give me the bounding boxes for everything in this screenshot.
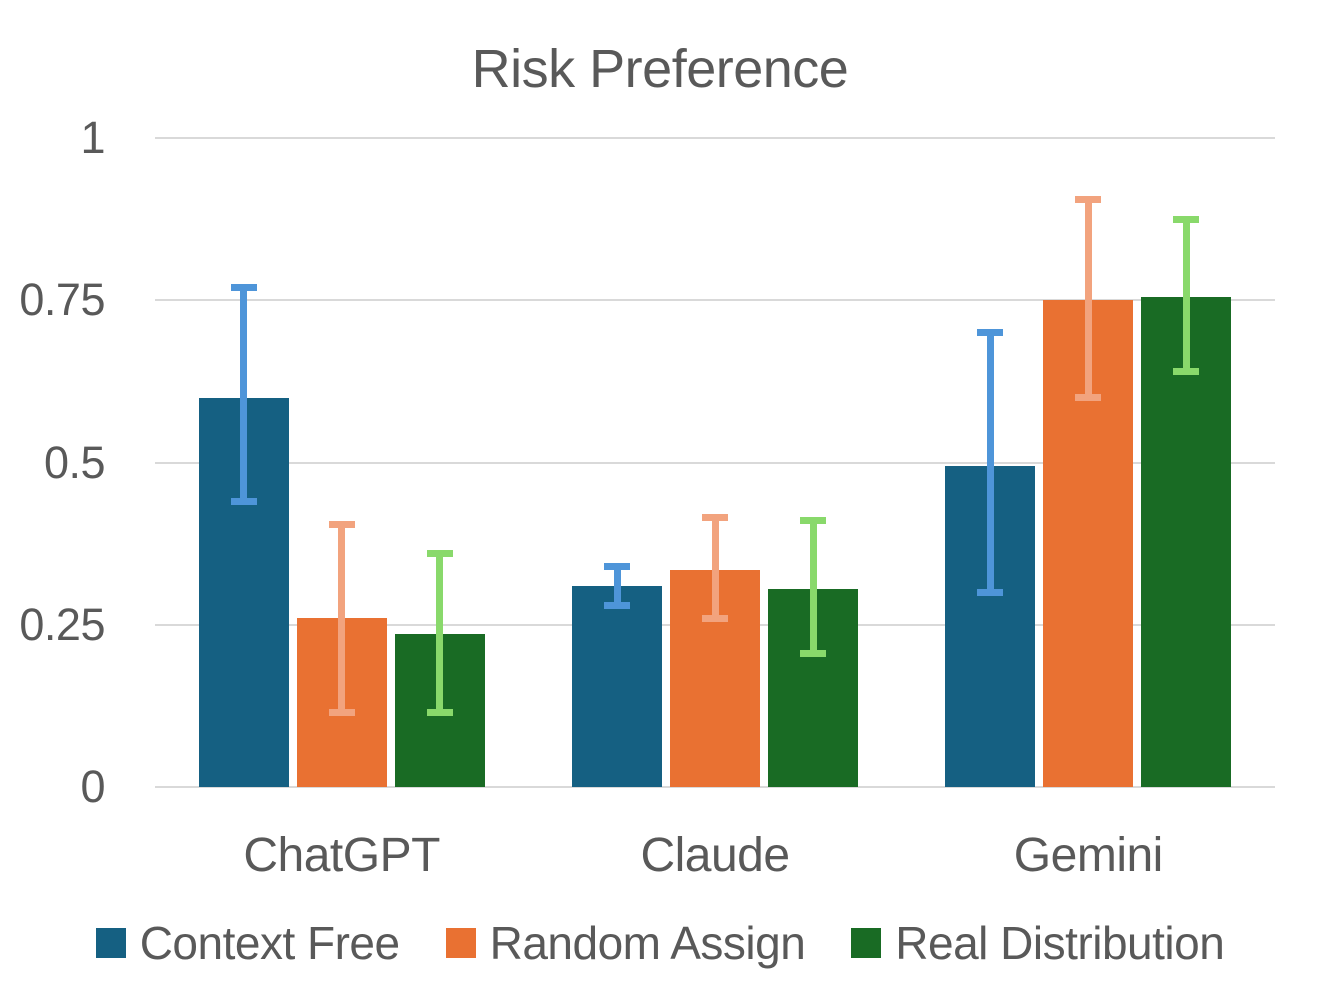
gridline xyxy=(155,461,1275,464)
error-bar xyxy=(711,517,719,619)
error-bar-cap xyxy=(426,708,453,716)
legend-item: Random Assign xyxy=(445,916,806,970)
error-bar-cap xyxy=(230,283,257,291)
error-bar-cap xyxy=(1075,196,1102,204)
error-bar xyxy=(240,287,248,502)
legend-marker xyxy=(445,928,476,958)
error-bar-cap xyxy=(1173,368,1200,376)
x-axis-label: Claude xyxy=(640,829,790,882)
error-bar xyxy=(1084,199,1092,398)
error-bar-cap xyxy=(328,520,355,528)
y-tick-label: 0.5 xyxy=(43,436,106,488)
chart-title: Risk Preference xyxy=(471,39,849,99)
error-bar xyxy=(338,524,346,713)
gridline xyxy=(155,299,1275,302)
error-bar-cap xyxy=(230,497,257,505)
legend: Context Free Random Assign Real Distributi… xyxy=(0,914,1320,972)
error-bar xyxy=(436,553,444,713)
x-axis-label: Gemini xyxy=(1013,829,1164,882)
error-bar-cap xyxy=(1075,394,1102,402)
error-bar xyxy=(809,520,817,654)
error-bar xyxy=(986,332,994,593)
gridline xyxy=(155,137,1275,139)
y-tick-label: 1 xyxy=(80,112,105,163)
error-bar-cap xyxy=(702,514,728,522)
error-bar-cap xyxy=(328,708,355,716)
error-bar-cap xyxy=(977,588,1004,596)
legend-item: Real Distribution xyxy=(851,916,1225,970)
error-bar-cap xyxy=(800,650,826,658)
legend-marker xyxy=(95,928,126,958)
error-bar-cap xyxy=(604,562,630,570)
y-tick-label: 0 xyxy=(80,761,105,812)
error-bar-cap xyxy=(1173,215,1200,223)
error-bar-cap xyxy=(702,614,728,622)
error-bar xyxy=(613,566,621,606)
legend-marker xyxy=(851,928,882,958)
y-tick-label: 0.75 xyxy=(19,274,105,326)
legend-label: Random Assign xyxy=(489,917,806,969)
legend-item: Context Free xyxy=(95,916,400,970)
error-bar-cap xyxy=(800,517,826,525)
x-axis-label: ChatGPT xyxy=(243,829,440,882)
legend-label: Real Distribution xyxy=(895,917,1225,969)
y-tick-label: 0.25 xyxy=(19,598,105,650)
error-bar-cap xyxy=(977,329,1004,337)
error-bar xyxy=(1182,219,1190,372)
bar xyxy=(1141,297,1232,787)
bar xyxy=(572,585,662,787)
gridline xyxy=(155,786,1275,788)
error-bar-cap xyxy=(604,601,630,609)
legend-label: Context Free xyxy=(139,917,400,969)
error-bar-cap xyxy=(426,549,453,557)
